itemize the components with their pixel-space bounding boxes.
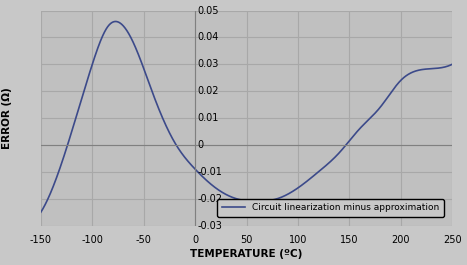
Text: 0.05: 0.05 [197, 6, 219, 16]
Text: 0.01: 0.01 [197, 113, 219, 123]
Text: -0.01: -0.01 [197, 167, 222, 177]
Text: 0: 0 [197, 140, 203, 150]
Legend: Circuit linearization minus approximation: Circuit linearization minus approximatio… [218, 199, 444, 217]
Y-axis label: ERROR (Ω): ERROR (Ω) [2, 87, 12, 149]
Text: 0.03: 0.03 [197, 59, 219, 69]
Text: -0.02: -0.02 [197, 194, 222, 204]
Text: 0.02: 0.02 [197, 86, 219, 96]
Text: 0.04: 0.04 [197, 32, 219, 42]
Text: -0.03: -0.03 [197, 220, 222, 231]
X-axis label: TEMPERATURE (ºC): TEMPERATURE (ºC) [191, 249, 303, 259]
